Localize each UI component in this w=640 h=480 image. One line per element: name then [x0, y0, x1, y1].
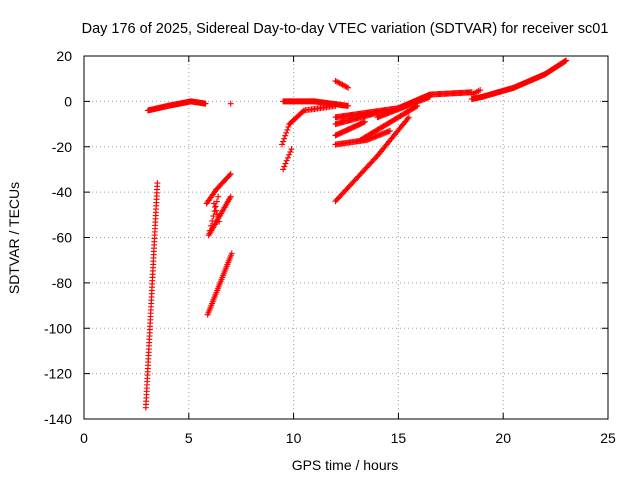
- data-point: [215, 193, 222, 200]
- y-tick-labels: -140 -120 -100 -80 -60 -40 -20 0 20: [44, 48, 72, 427]
- data-point: [404, 115, 411, 122]
- data-point: [279, 141, 286, 148]
- data-point: [283, 129, 290, 136]
- y-axis-title: SDTVAR / TECUs: [6, 182, 22, 294]
- data-point: [345, 102, 352, 109]
- data-point: [387, 127, 394, 134]
- data-point: [477, 87, 484, 94]
- y-tick-label: -40: [52, 184, 72, 200]
- x-axis-title: GPS time / hours: [292, 457, 399, 473]
- y-tick-label: 20: [56, 48, 72, 64]
- data-point: [210, 213, 217, 220]
- data-point: [209, 217, 216, 224]
- data-point: [207, 222, 214, 229]
- data-point: [563, 57, 570, 64]
- data-point: [343, 84, 350, 91]
- data-point: [227, 170, 234, 177]
- y-tick-label: -60: [52, 230, 72, 246]
- data-point: [282, 160, 289, 167]
- data-point: [361, 118, 368, 125]
- x-tick-label: 20: [495, 430, 511, 446]
- x-tick-label: 0: [80, 430, 88, 446]
- data-point: [284, 126, 291, 133]
- y-tick-label: -80: [52, 275, 72, 291]
- chart-title: Day 176 of 2025, Sidereal Day-to-day VTE…: [82, 21, 609, 37]
- data-point: [345, 84, 352, 91]
- data-points: [142, 57, 570, 411]
- data-point: [202, 100, 209, 107]
- y-tick-label: -120: [44, 366, 72, 382]
- data-point: [284, 154, 291, 161]
- data-point: [214, 211, 221, 218]
- y-tick-label: -140: [44, 411, 72, 427]
- data-point: [226, 172, 233, 179]
- x-tick-label: 25: [600, 430, 616, 446]
- data-point: [227, 100, 234, 107]
- data-point: [405, 114, 412, 121]
- data-point: [285, 123, 292, 130]
- data-point: [227, 193, 234, 200]
- data-point: [281, 135, 288, 142]
- x-tick-labels: 0 5 10 15 20 25: [80, 430, 616, 446]
- data-point: [288, 146, 295, 153]
- data-point: [287, 148, 294, 155]
- data-point: [206, 227, 213, 234]
- y-tick-label: 0: [64, 93, 72, 109]
- x-tick-label: 10: [286, 430, 302, 446]
- y-tick-label: -100: [44, 320, 72, 336]
- data-point: [281, 163, 288, 170]
- data-point: [280, 138, 287, 145]
- data-point: [212, 204, 218, 211]
- data-point: [228, 250, 235, 257]
- axis-ticks: [83, 55, 609, 420]
- y-tick-label: -20: [52, 139, 72, 155]
- data-point: [154, 180, 161, 187]
- x-tick-label: 15: [391, 430, 407, 446]
- data-point: [213, 207, 220, 214]
- data-point: [280, 166, 287, 173]
- x-tick-label: 5: [185, 430, 193, 446]
- data-point: [216, 218, 223, 225]
- data-point: [215, 214, 222, 221]
- data-point: [283, 157, 290, 164]
- data-point: [286, 151, 293, 158]
- data-point: [282, 132, 289, 139]
- data-point: [299, 108, 306, 115]
- data-point: [210, 200, 217, 207]
